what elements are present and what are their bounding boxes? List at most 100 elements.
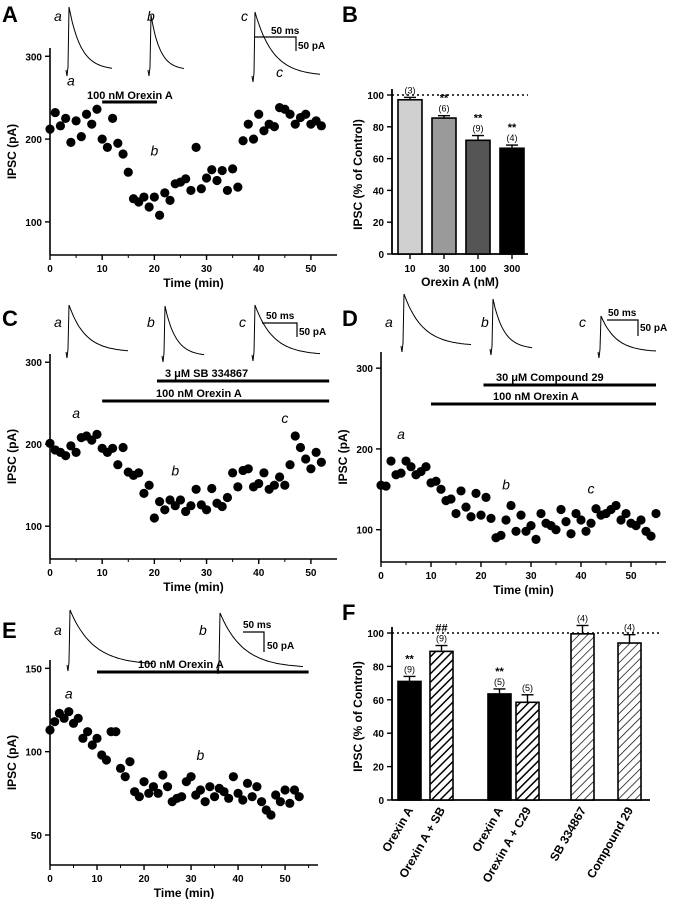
ipsc-trace <box>489 298 533 356</box>
trace-label: c <box>239 314 246 330</box>
bar <box>397 98 423 255</box>
data-point <box>222 492 233 503</box>
data-point <box>196 184 206 194</box>
scale-bar-current-label: 50 pA <box>299 327 326 338</box>
trace-label: b <box>199 622 207 638</box>
data-point <box>516 510 526 520</box>
data-point <box>526 521 536 531</box>
x-axis-label: Time (min) <box>493 583 553 597</box>
drug-label: 100 nM Orexin A <box>87 90 173 102</box>
data-point <box>252 782 262 792</box>
data-point <box>611 500 621 511</box>
data-point <box>139 488 149 498</box>
category-label: 100 <box>470 264 487 275</box>
data-point <box>108 113 118 123</box>
sample-size-label: (6) <box>439 104 450 114</box>
scale-bar-time-label: 50 ms <box>271 26 300 37</box>
data-point <box>275 797 285 807</box>
data-point <box>280 785 290 795</box>
data-point <box>295 442 306 453</box>
data-point <box>64 707 74 717</box>
y-tick-label: 300 <box>25 52 42 63</box>
data-point <box>125 757 135 767</box>
data-point <box>87 119 97 129</box>
significance-marker: ** <box>508 122 517 134</box>
x-tick-label: 20 <box>149 568 161 579</box>
x-tick-label: 30 <box>201 264 213 275</box>
x-tick-label: 0 <box>47 874 53 885</box>
drug-label: 100 nM Orexin A <box>138 659 224 671</box>
y-axis-label: IPSC (pA) <box>5 735 19 790</box>
ipsc-trace <box>66 609 154 672</box>
data-point <box>446 494 456 504</box>
data-point <box>456 486 466 496</box>
data-point <box>311 447 321 457</box>
trace-label: c <box>241 8 248 24</box>
data-point <box>224 793 234 803</box>
data-point <box>87 740 97 750</box>
data-point <box>92 429 102 439</box>
data-point <box>285 109 295 119</box>
data-point <box>55 121 66 131</box>
time-point-annotation: b <box>197 747 205 763</box>
x-tick-label: 30 <box>201 568 213 579</box>
category-label: SB 334867 <box>547 804 589 863</box>
data-point <box>316 457 326 467</box>
x-tick-label: 50 <box>625 571 637 582</box>
data-point <box>71 447 81 457</box>
data-point <box>45 725 55 735</box>
category-label: Compound 29 <box>584 804 636 881</box>
y-tick-label: 80 <box>373 662 385 673</box>
data-point <box>451 508 461 519</box>
time-point-annotation: c <box>281 410 288 426</box>
data-point <box>621 508 631 519</box>
data-point <box>111 727 121 737</box>
trace-label: b <box>147 314 155 330</box>
data-point <box>461 502 471 512</box>
data-point <box>386 456 396 466</box>
x-tick-label: 40 <box>253 264 265 275</box>
x-tick-label: 10 <box>91 874 103 885</box>
data-point <box>436 484 446 494</box>
x-tick-label: 40 <box>233 874 245 885</box>
data-point <box>269 122 279 132</box>
data-point <box>154 497 165 507</box>
data-point <box>248 134 259 144</box>
x-tick-label: 10 <box>425 571 437 582</box>
data-point <box>396 468 406 478</box>
data-point <box>148 782 159 792</box>
panel-label-e: E <box>2 618 17 643</box>
significance-marker: ## <box>435 623 447 635</box>
data-point <box>233 482 243 492</box>
time-point-annotation: b <box>502 476 510 492</box>
data-point <box>228 164 238 174</box>
data-point <box>120 772 130 782</box>
data-point <box>254 478 264 489</box>
trace-label: c <box>579 314 586 330</box>
data-point <box>45 438 55 448</box>
data-point <box>160 188 170 198</box>
sample-size-label: (4) <box>507 133 518 143</box>
data-point <box>45 124 55 134</box>
data-point <box>290 119 300 129</box>
data-point <box>115 763 126 773</box>
data-point <box>266 810 276 820</box>
data-point <box>186 185 196 196</box>
data-point <box>561 517 571 527</box>
sample-size-label: (5) <box>494 677 505 687</box>
data-point <box>113 138 123 148</box>
y-tick-label: 200 <box>25 440 42 451</box>
data-point <box>576 515 586 525</box>
drug-label: 100 nM Orexin A <box>493 391 579 403</box>
data-point <box>175 495 186 505</box>
data-point <box>154 210 165 220</box>
panel-label-a: A <box>2 2 18 27</box>
data-point <box>269 480 279 490</box>
data-point <box>153 788 163 798</box>
time-point-annotation: a <box>397 426 405 442</box>
data-point <box>556 504 566 515</box>
data-point <box>101 755 112 765</box>
significance-marker: ** <box>474 113 483 125</box>
data-point <box>118 149 128 159</box>
